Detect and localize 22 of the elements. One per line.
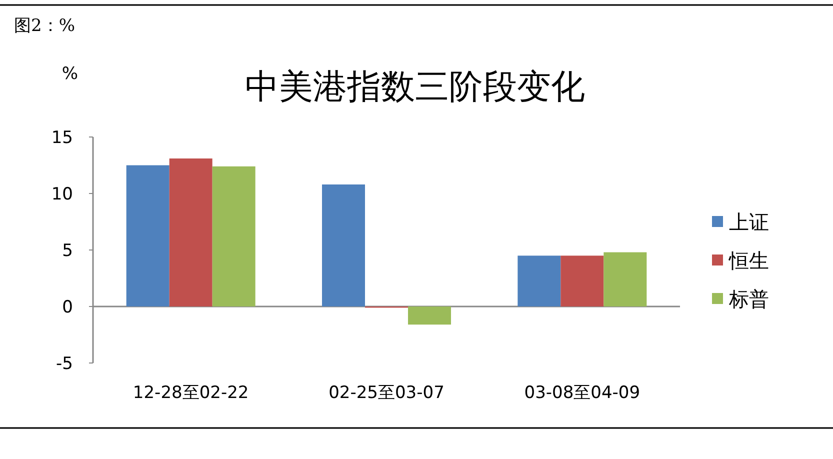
y-tick-label: 0 <box>62 298 73 318</box>
bar <box>518 256 561 306</box>
y-axis-title: % <box>62 64 78 84</box>
x-tick-label: 02-25至03-07 <box>328 383 444 403</box>
legend-label: 标普 <box>728 287 769 311</box>
chart-title: 中美港指数三阶段变化 <box>245 67 585 107</box>
y-tick-label: -5 <box>56 354 73 374</box>
bar <box>322 184 365 306</box>
bar <box>126 165 170 306</box>
legend-label: 上证 <box>729 210 769 234</box>
y-tick-label: 10 <box>51 184 73 204</box>
bar <box>169 158 212 306</box>
bar <box>560 256 604 306</box>
bar <box>408 306 451 325</box>
y-tick-label: 5 <box>62 241 73 261</box>
chart-subtitle: 图2：% <box>14 16 75 36</box>
y-tick-label: 15 <box>51 128 73 148</box>
bar <box>604 252 647 306</box>
x-tick-label: 03-08至04-09 <box>524 383 640 403</box>
legend-label: 恒生 <box>728 248 769 272</box>
bar <box>212 166 256 306</box>
x-tick-label: 12-28至02-22 <box>132 383 249 403</box>
